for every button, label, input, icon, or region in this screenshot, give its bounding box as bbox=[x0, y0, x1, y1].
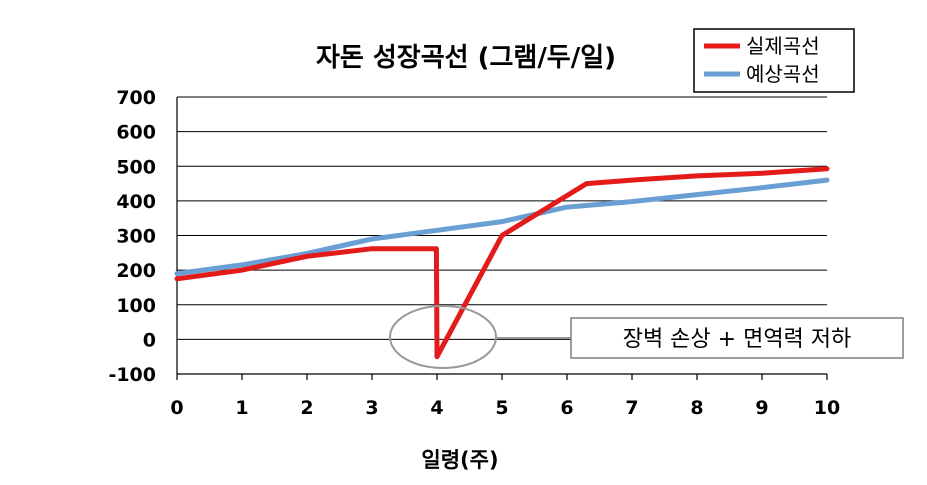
series-line-expected bbox=[174, 177, 830, 277]
gridlines bbox=[177, 96, 827, 340]
y-tick-label: 0 bbox=[143, 329, 156, 351]
x-tick-label: 5 bbox=[495, 397, 508, 419]
x-tick-label: 1 bbox=[235, 397, 248, 419]
annotation: 장벽 손상 + 면역력 저하 bbox=[389, 305, 904, 369]
annotation-text: 장벽 손상 + 면역력 저하 bbox=[623, 327, 852, 352]
annotation-box bbox=[570, 317, 904, 359]
y-tick-label: 300 bbox=[116, 226, 156, 248]
annotation-ellipse bbox=[389, 305, 497, 369]
x-tick-label: 2 bbox=[300, 397, 313, 419]
x-tick-label: 9 bbox=[755, 397, 768, 419]
x-tick-label: 3 bbox=[365, 397, 378, 419]
x-tick-label: 0 bbox=[170, 397, 183, 419]
x-tick-label: 8 bbox=[690, 397, 703, 419]
chart-title: 자돈 성장곡선 (그램/두/일) bbox=[316, 43, 616, 73]
legend: 실제곡선 예상곡선 bbox=[693, 28, 855, 93]
y-tick-label: 700 bbox=[116, 87, 156, 109]
y-tick-label: 200 bbox=[116, 260, 156, 282]
x-tick-label: 10 bbox=[814, 397, 840, 419]
x-tick-labels: 0 1 2 3 4 5 6 7 8 9 10 bbox=[170, 397, 840, 419]
x-tick-label: 6 bbox=[560, 397, 573, 419]
y-tick-label: 600 bbox=[116, 122, 156, 144]
x-axis-label: 일령(주) bbox=[421, 448, 498, 472]
y-tick-label: 100 bbox=[116, 295, 156, 317]
y-tick-label: 500 bbox=[116, 156, 156, 178]
y-tick-label: 400 bbox=[116, 191, 156, 213]
x-tick-label: 7 bbox=[625, 397, 638, 419]
axes bbox=[176, 97, 828, 380]
legend-label-actual: 실제곡선 bbox=[746, 34, 820, 58]
legend-label-expected: 예상곡선 bbox=[746, 62, 820, 86]
series-line-actual bbox=[174, 166, 830, 360]
y-tick-label: -100 bbox=[108, 364, 156, 386]
y-tick-labels: -100 0 100 200 300 400 500 600 700 bbox=[108, 87, 156, 386]
series-lines bbox=[174, 166, 830, 360]
x-tick-label: 4 bbox=[430, 397, 443, 419]
legend-box bbox=[693, 28, 855, 93]
